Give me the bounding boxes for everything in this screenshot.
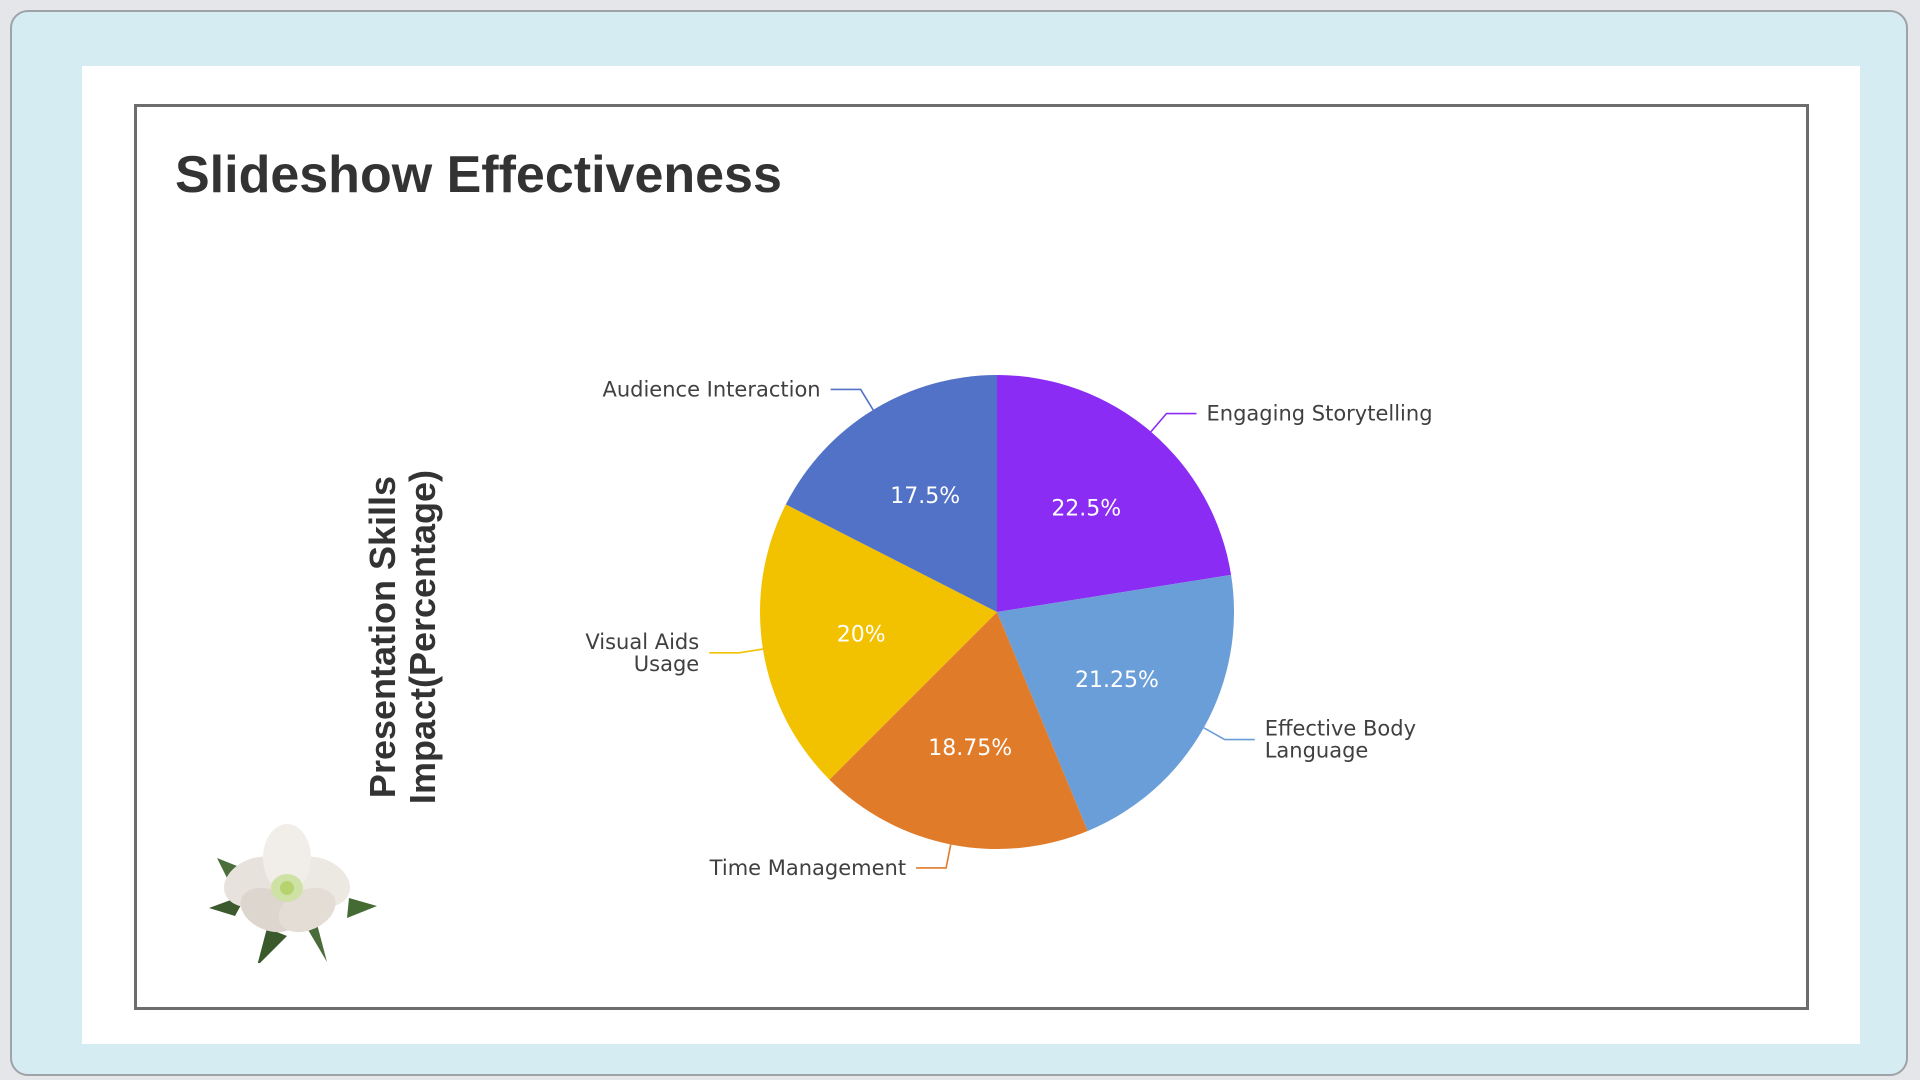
leader-line-time-management (916, 844, 952, 869)
category-label-effective-body-language: Effective Body Language (1265, 717, 1416, 763)
slice-value-label-visual-aids-usage: 20% (837, 623, 886, 648)
category-label-visual-aids-usage: Visual Aids Usage (585, 630, 699, 676)
category-label-time-management: Time Management (709, 856, 906, 880)
pie-slice-engaging-storytelling (997, 375, 1232, 612)
slide-title: Slideshow Effectiveness (175, 146, 782, 204)
leader-line-effective-body-language (1203, 727, 1255, 741)
slice-value-label-audience-interaction: 17.5% (890, 484, 960, 509)
leader-line-audience-interaction (830, 388, 874, 411)
leader-line-engaging-storytelling (1150, 412, 1197, 433)
slice-value-label-time-management: 18.75% (928, 736, 1012, 761)
pie-slice-effective-body-language (997, 574, 1235, 831)
slide-frame: Slideshow Effectiveness Presentation Ski… (134, 104, 1809, 1010)
app-window: Slideshow Effectiveness Presentation Ski… (10, 10, 1908, 1076)
slice-value-label-engaging-storytelling: 22.5% (1051, 496, 1121, 521)
white-flower-icon (197, 813, 377, 968)
category-label-audience-interaction: Audience Interaction (602, 377, 820, 401)
slice-value-label-effective-body-language: 21.25% (1075, 668, 1159, 693)
slide-canvas: Slideshow Effectiveness Presentation Ski… (82, 66, 1860, 1044)
pie-slice-time-management (829, 612, 1088, 849)
leader-line-visual-aids-usage (709, 648, 764, 654)
category-label-engaging-storytelling: Engaging Storytelling (1207, 402, 1433, 426)
pie-slice-audience-interaction (785, 375, 997, 612)
pie-slice-visual-aids-usage (760, 504, 997, 780)
pie-chart: 22.5% Engaging Storytelling 21.25% Effectiv… (585, 375, 1433, 880)
